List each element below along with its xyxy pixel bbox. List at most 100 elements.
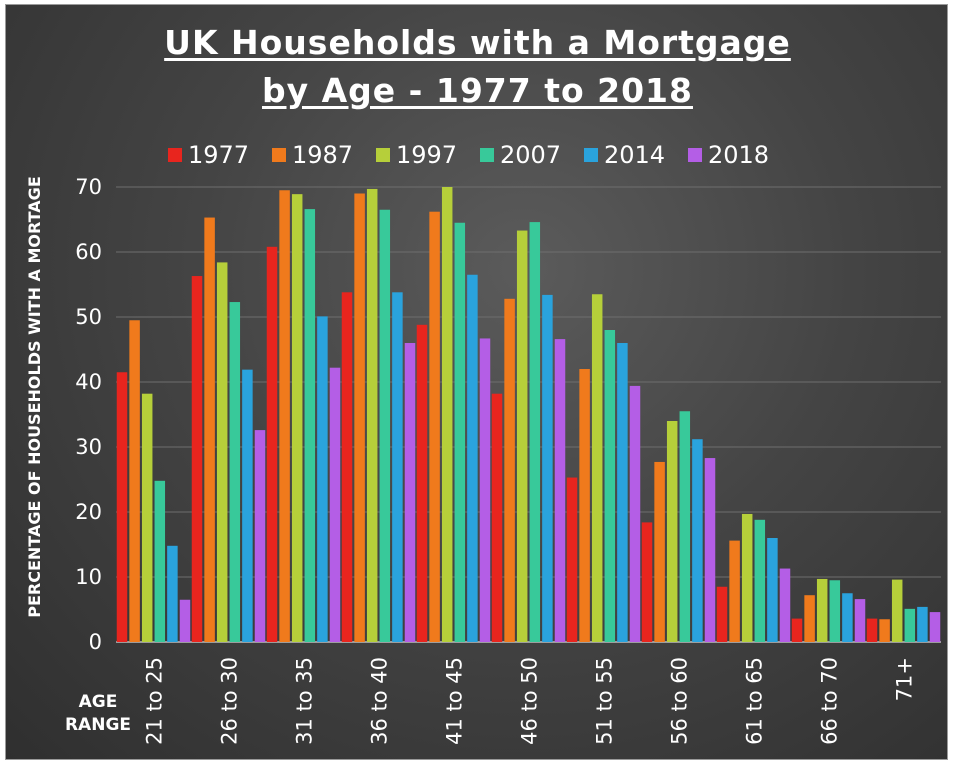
bar-2007-41-to-45: [454, 222, 466, 642]
bar-2007-26-to-30: [229, 302, 241, 642]
bar-1977-26-to-30: [191, 276, 203, 642]
legend-label-2007: 2007: [500, 141, 561, 169]
bar-2014-31-to-35: [317, 316, 328, 642]
bar-2018-21-to-25: [179, 599, 191, 642]
x-category-label: 26 to 30: [218, 657, 242, 745]
bar-chart: 0 10 20 30 40 50 60 70 21 to 25 26 to 30 31 to 35 3…: [25, 141, 941, 745]
bar-2007-61-to-65: [754, 519, 766, 642]
bar-1997-36-to-40: [366, 188, 378, 642]
bar-1997-21-to-25: [141, 393, 153, 642]
bar-1977-31-to-35: [266, 246, 278, 643]
bar-2014-51-to-55: [617, 343, 628, 642]
bar-1977-71plus: [866, 618, 878, 642]
bar-2007-21-to-25: [154, 480, 166, 642]
chart-title-line-2: by Age - 1977 to 2018: [262, 71, 693, 110]
bar-2014-71plus: [917, 606, 928, 642]
bar-1987-61-to-65: [729, 540, 740, 642]
bar-1977-61-to-65: [716, 586, 728, 642]
bar-1977-41-to-45: [416, 324, 428, 642]
x-category-label: 36 to 40: [368, 657, 392, 745]
chart-title-line-1: UK Households with a Mortgage: [164, 23, 791, 62]
bar-1987-66-to-70: [804, 595, 815, 642]
legend-label-2018: 2018: [708, 141, 769, 169]
bar-1987-21-to-25: [129, 320, 140, 642]
bar-2007-31-to-35: [304, 209, 316, 642]
bar-2014-41-to-45: [467, 274, 478, 642]
x-category-label: 61 to 65: [743, 657, 767, 745]
legend-swatch-2007: [480, 148, 494, 162]
bar-1987-36-to-40: [354, 193, 365, 642]
bar-1997-41-to-45: [441, 187, 453, 642]
bar-1977-21-to-25: [116, 372, 128, 642]
bar-2014-36-to-40: [392, 292, 403, 642]
x-category-label: 21 to 25: [143, 657, 167, 745]
bar-1997-66-to-70: [816, 578, 828, 642]
y-tick-label: 30: [75, 435, 102, 459]
legend-label-1977: 1977: [188, 141, 249, 169]
y-tick-label: 70: [75, 175, 102, 199]
bar-1997-51-to-55: [591, 294, 603, 642]
legend-swatch-1997: [376, 148, 390, 162]
bar-2014-56-to-60: [692, 439, 703, 642]
bar-2018-66-to-70: [854, 599, 866, 642]
x-category-label: 66 to 70: [818, 657, 842, 745]
y-tick-label: 40: [75, 370, 102, 394]
bar-1977-46-to-50: [491, 393, 503, 642]
legend-swatch-2018: [688, 148, 702, 162]
bar-1997-26-to-30: [216, 262, 228, 642]
bar-2018-51-to-55: [629, 385, 641, 642]
x-category-label: 71+: [893, 657, 917, 701]
y-tick-label: 50: [75, 305, 102, 329]
bar-1997-61-to-65: [741, 513, 753, 642]
bar-2007-51-to-55: [604, 330, 616, 642]
bar-2007-56-to-60: [679, 411, 691, 642]
bar-2014-46-to-50: [542, 294, 553, 642]
bar-1987-51-to-55: [579, 369, 590, 642]
y-tick-label: 10: [75, 565, 102, 589]
bar-1987-26-to-30: [204, 217, 215, 643]
bar-2018-46-to-50: [554, 339, 566, 642]
bar-1987-41-to-45: [429, 211, 440, 642]
bar-2014-66-to-70: [842, 593, 853, 642]
bar-1977-66-to-70: [791, 618, 803, 642]
bar-2018-41-to-45: [479, 338, 491, 642]
bar-2018-26-to-30: [254, 430, 266, 642]
bar-1977-36-to-40: [341, 292, 353, 642]
x-category-label: 41 to 45: [443, 657, 467, 745]
y-tick-label: 20: [75, 500, 102, 524]
bar-1997-31-to-35: [291, 194, 303, 642]
x-category-label: 51 to 55: [593, 657, 617, 745]
bar-2014-21-to-25: [167, 545, 178, 642]
bar-2007-46-to-50: [529, 222, 541, 642]
y-tick-label: 0: [89, 630, 102, 654]
bar-1987-46-to-50: [504, 298, 515, 642]
x-category-label: 31 to 35: [293, 657, 317, 745]
bar-2018-71plus: [929, 612, 941, 642]
legend-label-1997: 1997: [396, 141, 457, 169]
bar-1977-51-to-55: [566, 477, 578, 642]
bar-2007-36-to-40: [379, 209, 391, 642]
bar-2018-61-to-65: [779, 568, 791, 642]
bar-1997-71plus: [891, 579, 903, 642]
bar-1997-46-to-50: [516, 230, 528, 643]
bar-2007-71plus: [904, 608, 916, 642]
x-axis-title-line: AGE: [79, 692, 118, 712]
bar-1977-56-to-60: [641, 522, 653, 642]
bar-1987-56-to-60: [654, 461, 665, 642]
bar-2018-56-to-60: [704, 458, 716, 642]
bar-2018-31-to-35: [329, 367, 341, 642]
chart-title: UK Households with a Mortgage by Age - 1…: [6, 19, 947, 115]
bar-1987-71plus: [879, 619, 890, 642]
y-axis-title: PERCENTAGE OF HOUSEHOLDS WITH A MORTAGE: [25, 176, 44, 618]
bar-2007-66-to-70: [829, 580, 841, 642]
legend-swatch-1977: [168, 148, 182, 162]
bar-2014-26-to-30: [242, 369, 253, 642]
bar-1987-31-to-35: [279, 190, 290, 642]
legend-label-2014: 2014: [604, 141, 665, 169]
bar-2014-61-to-65: [767, 538, 778, 642]
legend-swatch-2014: [584, 148, 598, 162]
legend-label-1987: 1987: [292, 141, 353, 169]
x-axis-title-line: RANGE: [65, 715, 131, 735]
chart-frame: UK Households with a Mortgage by Age - 1…: [5, 4, 948, 760]
x-category-label: 56 to 60: [668, 657, 692, 745]
